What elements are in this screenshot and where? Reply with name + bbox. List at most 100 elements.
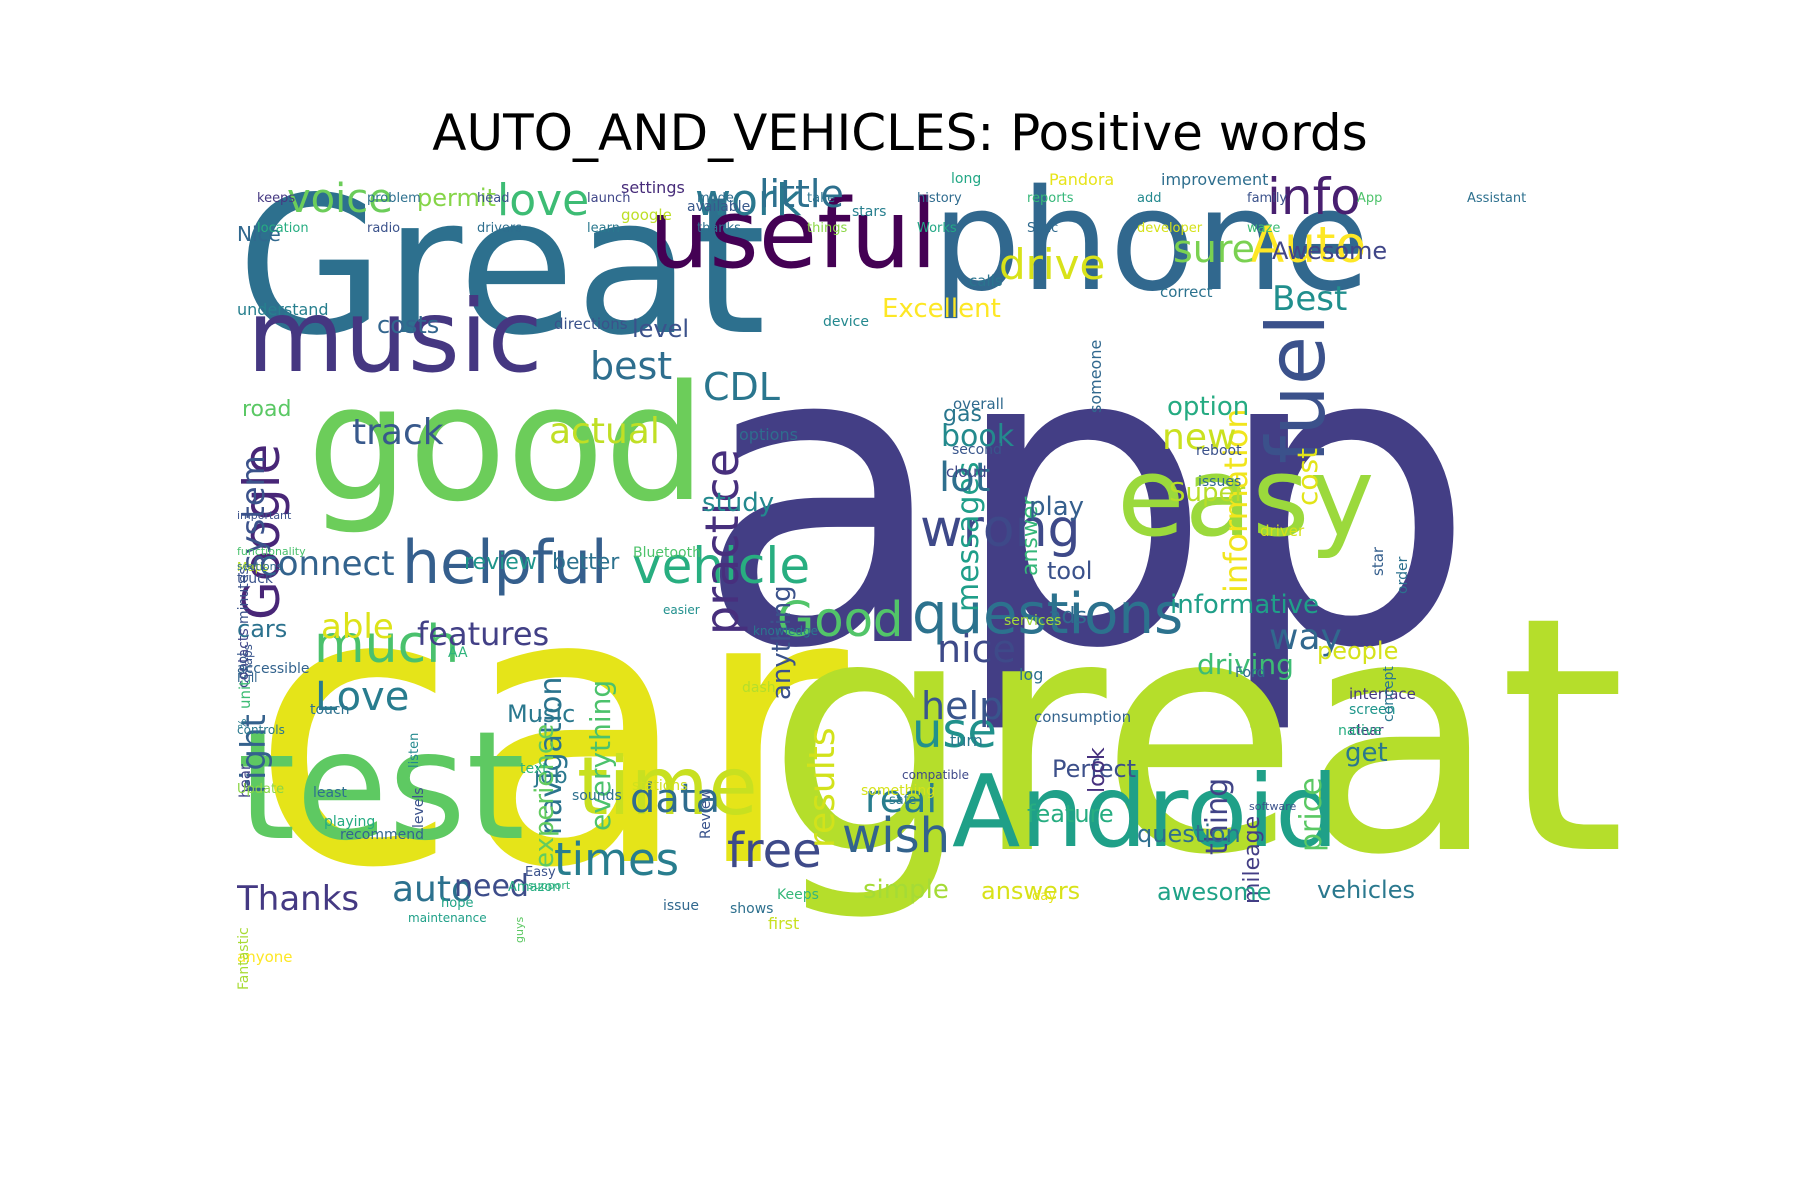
word-improvement: improvement	[1161, 172, 1269, 189]
word-contacts: contacts	[237, 628, 252, 688]
word-order: order	[1395, 557, 1411, 595]
word-love: Love	[315, 674, 410, 720]
word-good: good	[307, 350, 706, 537]
word-best: best	[590, 344, 673, 388]
word-problem: problem	[367, 191, 421, 206]
word-sync: Sync	[1027, 221, 1059, 236]
word-helpful: helpful	[402, 528, 608, 598]
word-maps: Maps	[237, 560, 269, 574]
word-hope: hope	[441, 896, 474, 911]
word-easy: Easy	[525, 865, 556, 880]
word-test: test	[237, 700, 526, 874]
chart-title: AUTO_AND_VEHICLES: Positive words	[432, 104, 1368, 162]
word-radio: radio	[367, 221, 401, 236]
word-best: Best	[1272, 279, 1348, 319]
word-dash: dash	[742, 680, 776, 696]
word-voice: voice	[287, 176, 393, 222]
word-safe: safe	[889, 793, 917, 808]
word-google: google	[621, 206, 672, 224]
word-truck: truck	[237, 571, 273, 587]
word-issues: issues	[1198, 474, 1242, 490]
word-aa: AA	[448, 645, 468, 661]
word-someone: someone	[1086, 340, 1105, 414]
word-cloud: cloud	[946, 463, 987, 481]
word-bluetooth: Bluetooth	[633, 545, 701, 561]
word-log: log	[1019, 665, 1044, 684]
word-super: Super	[1169, 478, 1246, 508]
word-auto: Auto	[1250, 216, 1367, 274]
word-better: better	[552, 550, 620, 575]
word-waze: waze	[1247, 221, 1281, 236]
word-road: road	[242, 397, 292, 422]
word-symbol: %	[237, 719, 249, 730]
word-music: music	[247, 278, 543, 395]
word-head: head	[477, 191, 510, 206]
word-nice: Nice	[237, 222, 281, 246]
word-option: option	[1167, 392, 1250, 422]
word-track: track	[352, 412, 444, 453]
word-app: app	[695, 256, 1477, 739]
word-calls: calls	[969, 272, 1003, 290]
word-second: second	[952, 442, 1002, 458]
word-question: question	[1137, 820, 1241, 848]
word-review: review	[464, 550, 537, 575]
word-star: star	[1369, 547, 1387, 577]
word-screen: screen	[1349, 702, 1396, 718]
word-little: little	[759, 172, 844, 216]
word-issue: issue	[663, 898, 699, 914]
word-understand: understand	[237, 300, 329, 319]
word-compatible: compatible	[902, 768, 969, 782]
word-turn: turn	[950, 731, 983, 750]
word-shows: shows	[730, 901, 774, 917]
word-launch: launch	[587, 191, 631, 206]
word-connect: connect	[259, 544, 395, 584]
word-features: features	[417, 615, 550, 653]
word-wish: wish	[842, 808, 951, 864]
word-new: new	[1162, 417, 1237, 458]
word-works: Works	[917, 221, 957, 236]
word-questions: questions	[912, 582, 1184, 647]
word-people: people	[1317, 637, 1399, 665]
word-good: Good	[777, 592, 904, 648]
word-services: services	[1004, 613, 1062, 629]
word-job: job	[534, 764, 568, 789]
word-full: Full	[237, 671, 258, 685]
word-amazon: Amazon	[508, 880, 561, 895]
word-accessible: accessible	[237, 661, 310, 677]
word-knowledge: knowledge	[753, 624, 819, 638]
word-clear: clear	[1349, 723, 1384, 739]
word-lot: lot	[939, 455, 991, 501]
word-excellent: Excellent	[882, 294, 1001, 324]
word-unit: unit	[237, 680, 254, 710]
word-learn: learn	[587, 221, 620, 236]
word-stars: stars	[852, 204, 887, 220]
word-play: play	[1029, 492, 1085, 522]
word-fuel: fuel	[1250, 314, 1343, 465]
word-great: great	[766, 547, 1626, 926]
word-update: Update	[237, 782, 285, 797]
word-mode: mode	[697, 191, 734, 206]
word-sections: sections	[237, 560, 283, 573]
word-settings: settings	[621, 178, 685, 197]
word-help: help	[921, 684, 1004, 728]
word-take: take	[807, 191, 836, 206]
word-concept: concept	[1381, 666, 1397, 722]
word-time: time	[577, 740, 758, 833]
word-cdl: CDL	[703, 365, 780, 409]
word-review: Review	[698, 789, 714, 839]
word-developer: developer	[1137, 221, 1203, 236]
word-drive: drive	[999, 240, 1106, 289]
word-important: important	[237, 509, 292, 522]
word-ford: Ford	[1235, 665, 1266, 681]
word-add: add	[1137, 191, 1162, 206]
word-location: location	[257, 221, 309, 236]
word-assistant: Assistant	[1467, 191, 1527, 206]
word-awesome: Awesome	[1272, 237, 1388, 265]
word-things: things	[807, 221, 848, 236]
word-thanks: Thanks	[237, 879, 360, 919]
word-options: options	[739, 425, 798, 444]
word-functionality: functionality	[237, 545, 306, 558]
word-permit: permit	[417, 184, 496, 212]
word-something: something	[861, 783, 936, 799]
word-guys: guys	[513, 917, 526, 944]
